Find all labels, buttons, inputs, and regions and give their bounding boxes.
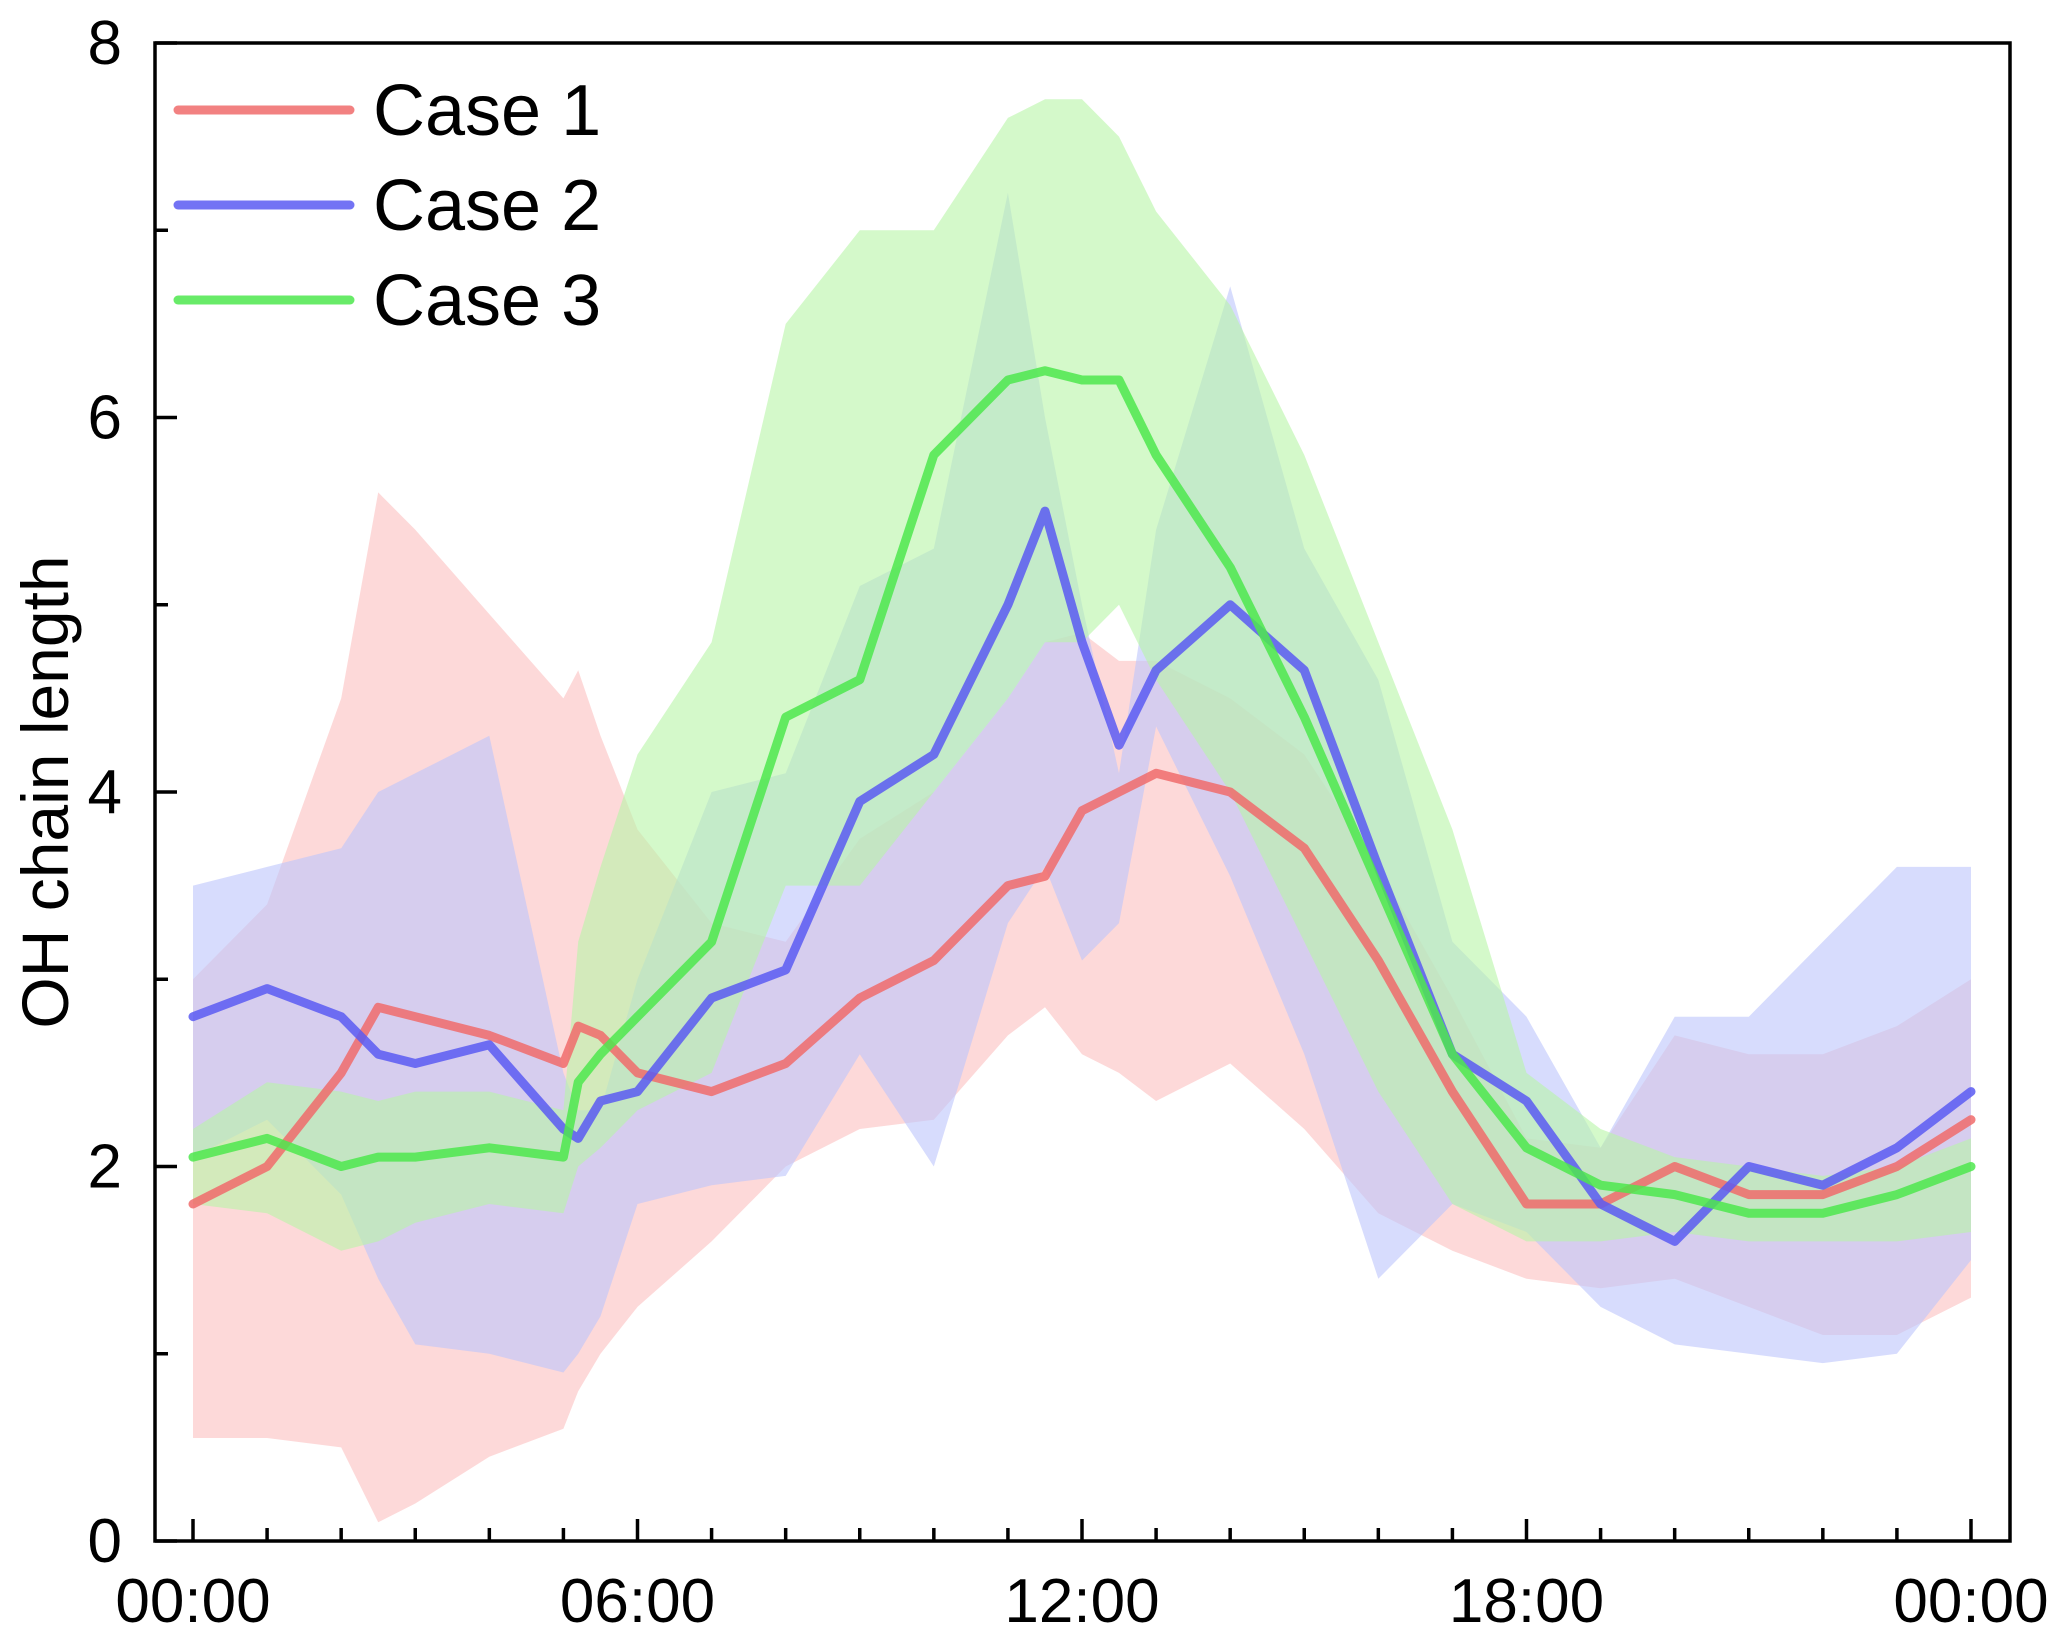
y-tick-label: 8 bbox=[88, 9, 122, 78]
confidence-bands bbox=[193, 99, 1971, 1523]
x-tick-label: 00:00 bbox=[1893, 1567, 2048, 1636]
x-tick-label: 12:00 bbox=[1004, 1567, 1159, 1636]
legend-label: Case 3 bbox=[373, 261, 601, 341]
y-tick-label: 0 bbox=[88, 1507, 122, 1576]
y-tick-label: 4 bbox=[88, 758, 122, 827]
line-series-2 bbox=[188, 506, 1976, 1246]
y-tick-label: 6 bbox=[88, 384, 122, 453]
band-series-1 bbox=[193, 492, 1971, 1523]
axis-ticks bbox=[155, 41, 1973, 1543]
line-series-1 bbox=[188, 768, 1976, 1209]
x-tick-label: 06:00 bbox=[560, 1567, 715, 1636]
x-tick-label: 18:00 bbox=[1449, 1567, 1604, 1636]
series-lines bbox=[188, 366, 1976, 1246]
x-tick-label: 00:00 bbox=[115, 1567, 270, 1636]
legend: Case 1 Case 2 Case 3 bbox=[173, 71, 601, 341]
line-series-3 bbox=[188, 366, 1976, 1218]
y-tick-label: 2 bbox=[88, 1133, 122, 1202]
y-axis-label: OH chain length bbox=[8, 555, 82, 1028]
legend-label: Case 2 bbox=[373, 166, 601, 246]
band-series-3 bbox=[193, 99, 1971, 1251]
legend-label: Case 1 bbox=[373, 71, 601, 151]
